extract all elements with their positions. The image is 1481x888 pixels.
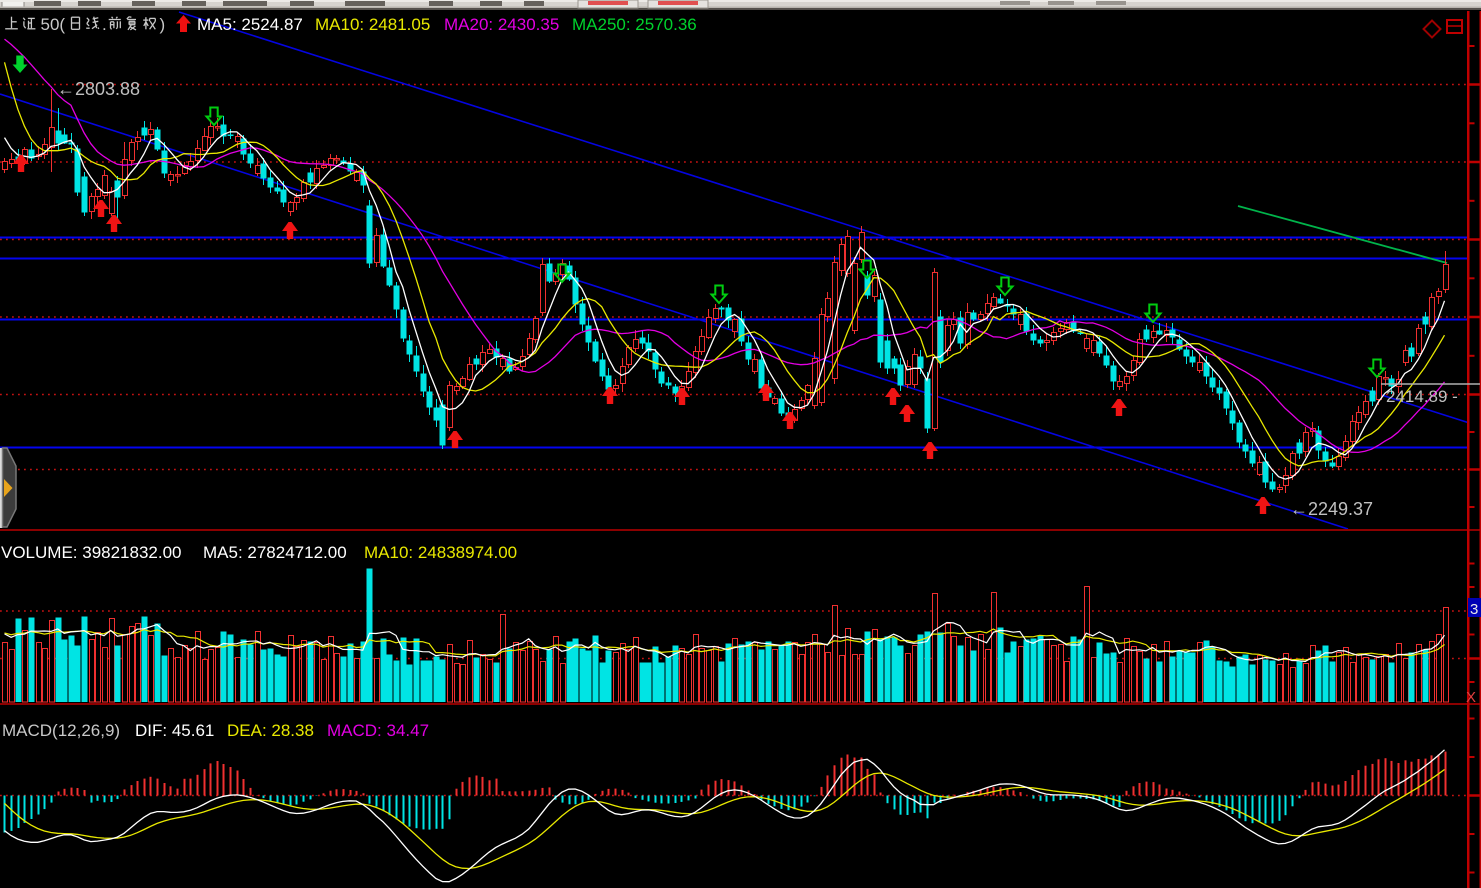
svg-text:MA5: 2524.87: MA5: 2524.87: [197, 15, 303, 34]
svg-text:VOLUME: 39821832.00: VOLUME: 39821832.00: [1, 543, 182, 562]
svg-text:50(: 50(: [41, 15, 66, 34]
svg-text:DIF: 45.61: DIF: 45.61: [135, 721, 214, 740]
svg-text:3: 3: [1470, 601, 1478, 618]
svg-text:MA10: 2481.05: MA10: 2481.05: [315, 15, 430, 34]
svg-text:2414.89 -: 2414.89 -: [1386, 387, 1458, 406]
svg-text:←2249.37: ←2249.37: [1290, 499, 1373, 519]
svg-text:MA250: 2570.36: MA250: 2570.36: [572, 15, 697, 34]
svg-text:.: .: [102, 15, 107, 34]
svg-text:DEA: 28.38: DEA: 28.38: [227, 721, 314, 740]
svg-text:MA20: 2430.35: MA20: 2430.35: [444, 15, 559, 34]
svg-text:MA10: 24838974.00: MA10: 24838974.00: [364, 543, 517, 562]
svg-text:X: X: [1466, 689, 1476, 706]
svg-text:MACD: 34.47: MACD: 34.47: [327, 721, 429, 740]
svg-text:←2803.88: ←2803.88: [57, 79, 140, 99]
svg-text:MA5: 27824712.00: MA5: 27824712.00: [203, 543, 347, 562]
svg-text:MACD(12,26,9): MACD(12,26,9): [2, 721, 120, 740]
svg-text:): ): [160, 15, 166, 34]
